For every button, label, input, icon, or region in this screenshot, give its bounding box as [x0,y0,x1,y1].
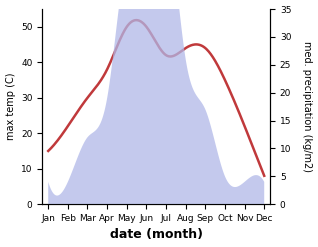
Y-axis label: max temp (C): max temp (C) [5,73,16,140]
Y-axis label: med. precipitation (kg/m2): med. precipitation (kg/m2) [302,41,313,172]
X-axis label: date (month): date (month) [110,228,203,242]
